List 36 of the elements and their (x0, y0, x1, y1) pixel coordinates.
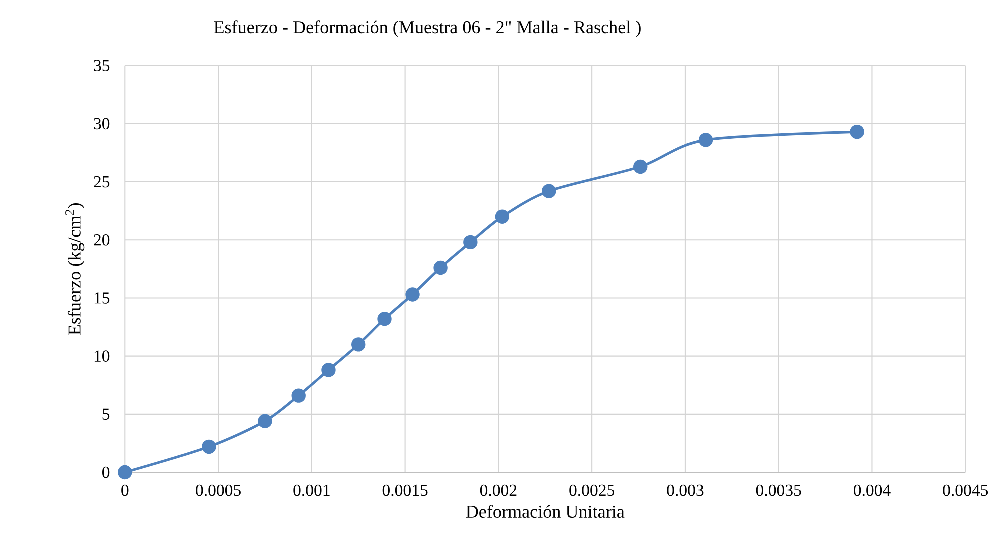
y-axis-title: Esfuerzo (kg/cm$^{2}$) (66, 203, 85, 336)
x-tick-label: 0.0025 (570, 484, 614, 496)
point (434, 260, 448, 276)
point (352, 337, 366, 352)
point (118, 465, 132, 480)
point (495, 210, 510, 224)
x-tick-label: 0.0045 (943, 484, 988, 496)
x-axis-title: Deformación Unitaria (466, 504, 625, 518)
x-tick-label: 0.0035 (756, 484, 802, 496)
x-tick-label: 0.003 (667, 484, 704, 496)
x-tick-label: 0.0005 (196, 484, 241, 496)
point (322, 363, 336, 378)
y-tick-label: 20 (94, 234, 110, 246)
point (378, 312, 392, 326)
point (464, 235, 478, 250)
x-tick-label: 0.0015 (382, 484, 428, 496)
point (698, 132, 714, 148)
y-tick-label: 0 (102, 466, 110, 478)
point (202, 440, 216, 454)
point (406, 288, 420, 302)
y-tick-label: 10 (94, 350, 110, 362)
y-tick-label: 15 (94, 292, 110, 304)
x-tick-label: 0.001 (294, 484, 330, 496)
point (258, 414, 272, 428)
chart-title: Esfuerzo - Deformación (Muestra 06 - 2" Malla - Raschel ) (214, 20, 641, 38)
point (634, 160, 648, 174)
x-tick-label: 0.002 (480, 484, 517, 496)
point (850, 124, 864, 140)
point (292, 388, 306, 403)
point (542, 184, 556, 198)
x-tick-label: 0.004 (854, 484, 891, 496)
y-tick-label: 25 (94, 176, 110, 188)
y-tick-label: 35 (94, 60, 110, 72)
x-tick-label: 0 (122, 484, 129, 496)
y-tick-label: 30 (94, 118, 110, 130)
y-tick-label: 5 (102, 408, 110, 420)
